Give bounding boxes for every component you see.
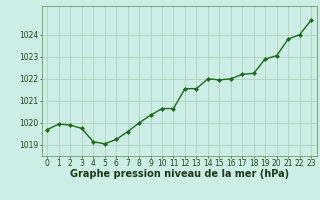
X-axis label: Graphe pression niveau de la mer (hPa): Graphe pression niveau de la mer (hPa) <box>70 169 289 179</box>
